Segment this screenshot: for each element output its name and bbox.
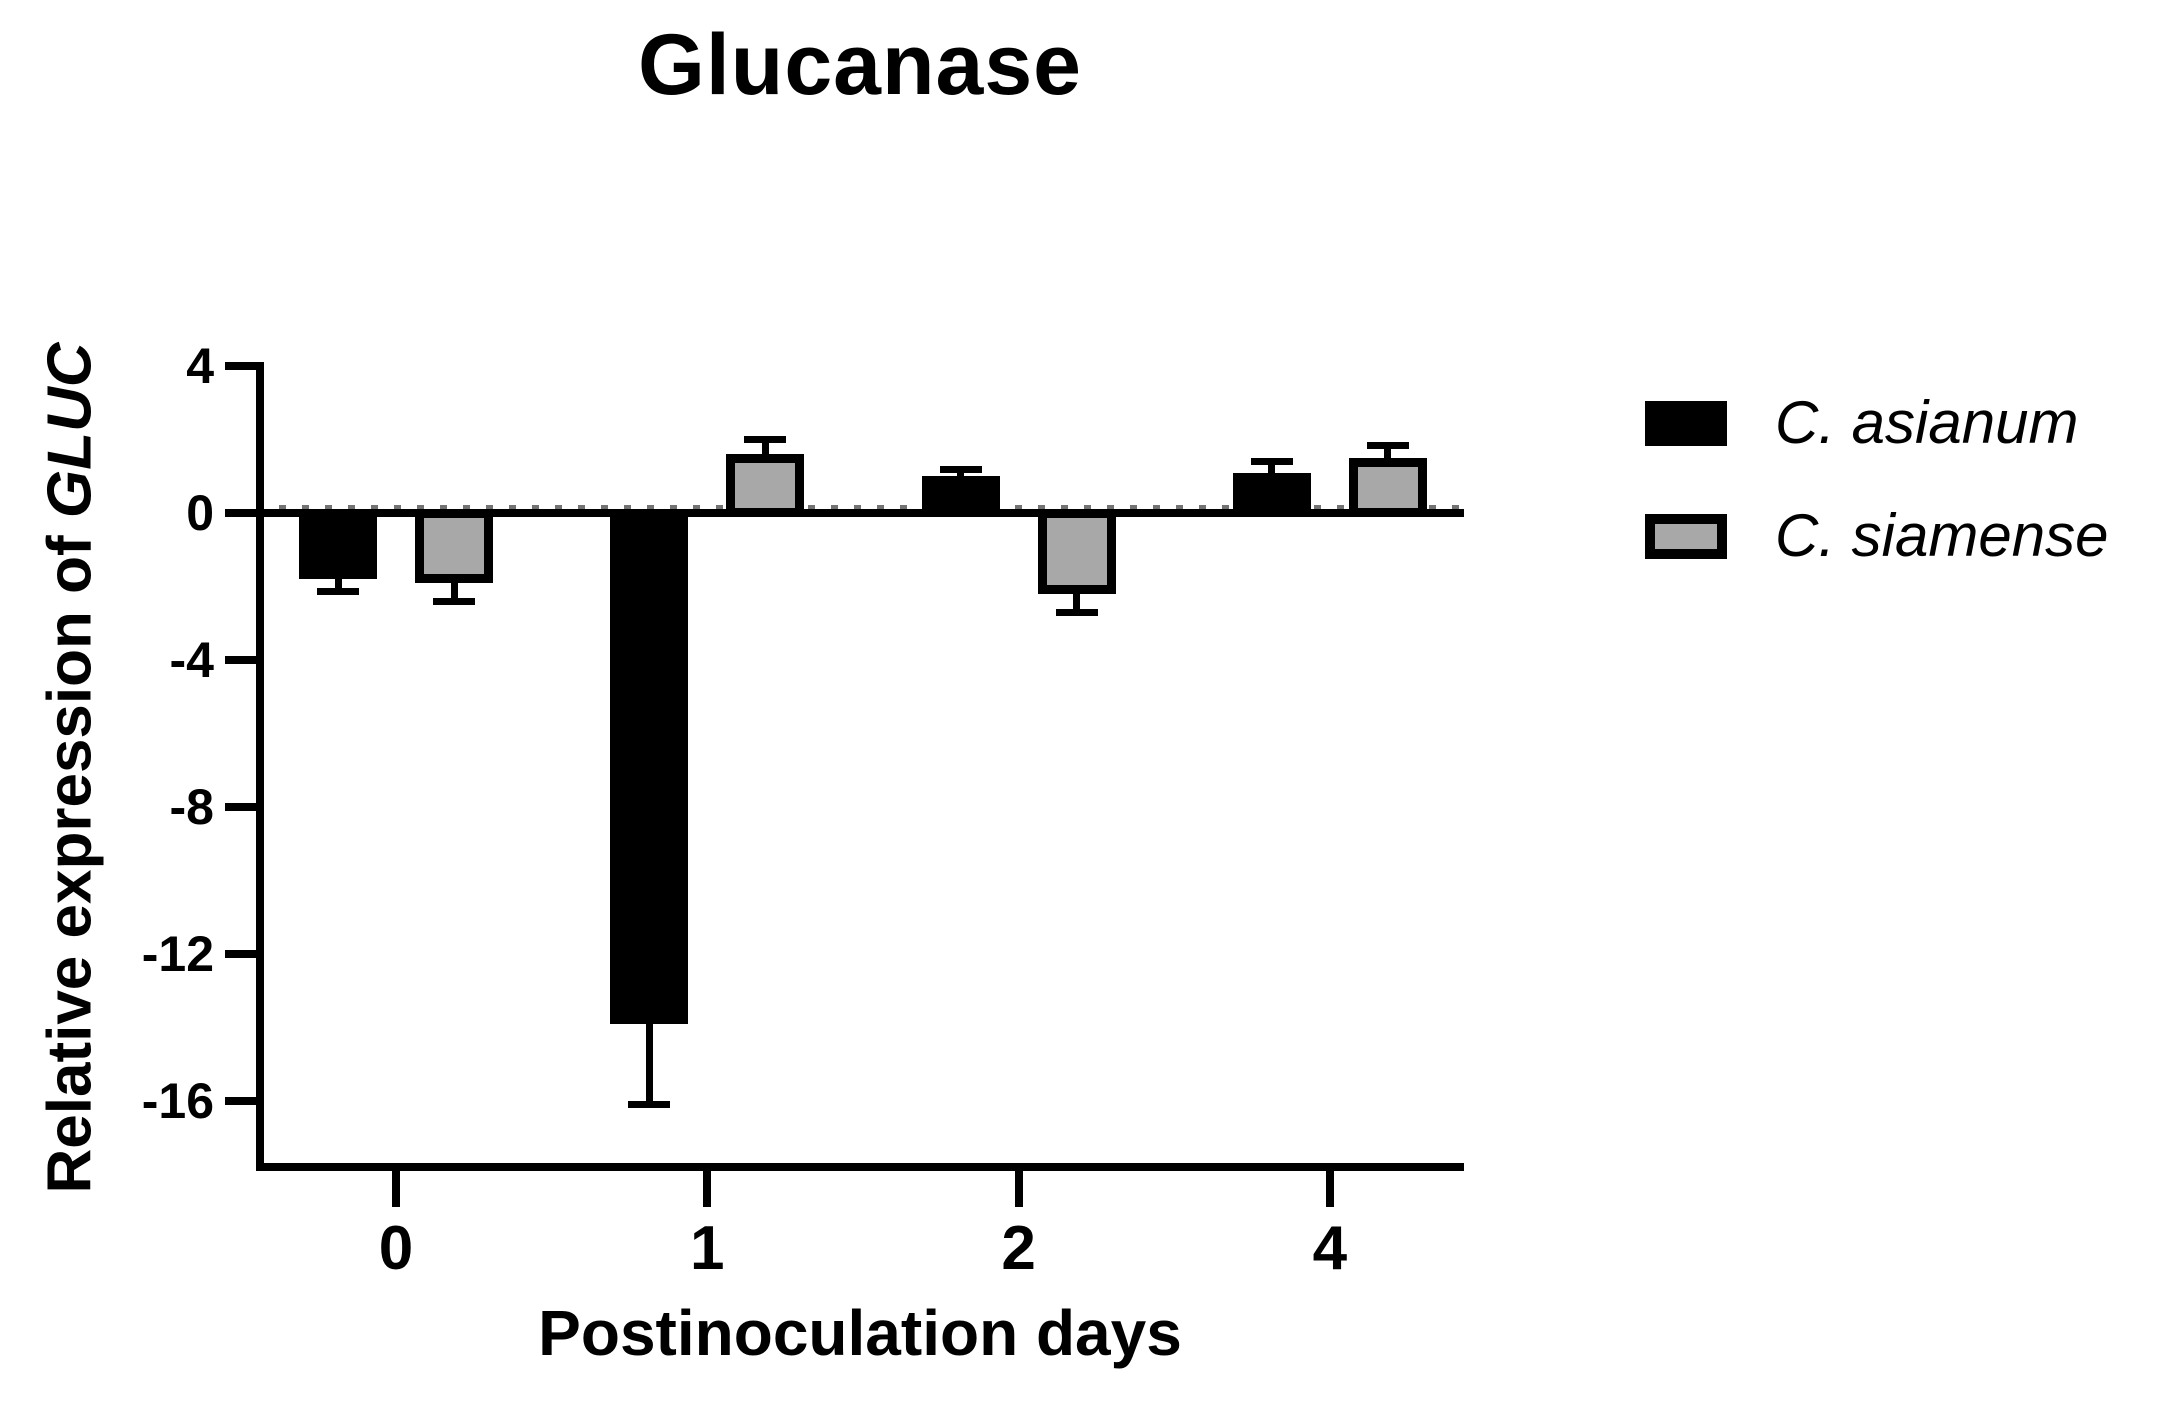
bar-C-asianum-day2	[921, 476, 1000, 517]
error-cap	[1250, 458, 1293, 466]
error-cap	[433, 597, 475, 605]
bar-C-asianum-day0	[299, 509, 377, 580]
x-tick-label-1: 1	[690, 1214, 725, 1283]
x-tick-label-4: 4	[1312, 1214, 1348, 1283]
y-tick-4	[225, 362, 256, 370]
error-cap	[1366, 441, 1409, 449]
error-bar-C-siamense-day1	[761, 443, 769, 455]
legend-item-c-siamense: C. siamense	[1645, 502, 2109, 569]
legend-swatch-gray	[1645, 513, 1727, 559]
error-cap	[744, 436, 787, 444]
error-cap	[939, 465, 982, 473]
error-bar-C-siamense-day4	[1384, 448, 1392, 458]
x-axis-line	[256, 1163, 1464, 1172]
bar-C-asianum-day4	[1232, 472, 1311, 517]
x-tick-4	[1325, 1171, 1334, 1208]
x-tick-0	[392, 1171, 400, 1208]
error-cap	[628, 1101, 671, 1108]
y-tick-label-4: 4	[186, 338, 214, 394]
error-cap	[1055, 608, 1098, 616]
y-tick--12	[225, 950, 256, 958]
bar-C-siamense-day4	[1348, 457, 1427, 517]
y-tick-label--4: -4	[169, 632, 214, 688]
x-tick-label-0: 0	[378, 1214, 414, 1283]
legend-item-c-asianum: C. asianum	[1645, 389, 2108, 456]
y-tick-label--16: -16	[141, 1073, 214, 1129]
bar-C-siamense-day0	[415, 509, 493, 583]
y-tick--8	[225, 803, 256, 811]
legend: C. asianum C. siamense	[1645, 389, 2109, 620]
bar-C-asianum-day1	[610, 509, 689, 1024]
y-axis-spine	[256, 362, 264, 1172]
x-tick-1	[703, 1171, 712, 1208]
y-tick-label--12: -12	[141, 926, 214, 982]
bar-C-siamense-day2	[1037, 509, 1116, 594]
x-tick-2	[1014, 1171, 1023, 1208]
chart-title: Glucanase	[638, 17, 1082, 113]
error-bar-C-siamense-day2	[1073, 593, 1081, 609]
legend-label-c-siamense: C. siamense	[1775, 502, 2109, 569]
error-bar-C-asianum-day0	[334, 579, 342, 589]
zero-line-dotted-texture	[256, 505, 1464, 509]
x-axis-title: Postinoculation days	[538, 1297, 1182, 1369]
error-bar-C-asianum-day2	[957, 472, 965, 477]
error-bar-C-asianum-day4	[1268, 465, 1276, 473]
x-tick-label-2: 2	[1001, 1214, 1036, 1283]
y-axis-title: Relative expression of GLUC	[35, 342, 106, 1193]
legend-swatch-black	[1645, 400, 1727, 446]
bar-C-siamense-day1	[726, 454, 805, 517]
legend-label-c-asianum: C. asianum	[1775, 389, 2079, 456]
y-tick--4	[225, 656, 256, 664]
error-bar-C-siamense-day0	[450, 582, 458, 598]
error-bar-C-asianum-day1	[645, 1023, 653, 1101]
y-tick--16	[225, 1097, 256, 1105]
y-tick-label--8: -8	[169, 779, 214, 835]
zero-baseline	[256, 509, 1464, 517]
y-tick-0	[225, 509, 256, 517]
error-cap	[317, 588, 359, 596]
y-tick-label-0: 0	[186, 485, 214, 541]
